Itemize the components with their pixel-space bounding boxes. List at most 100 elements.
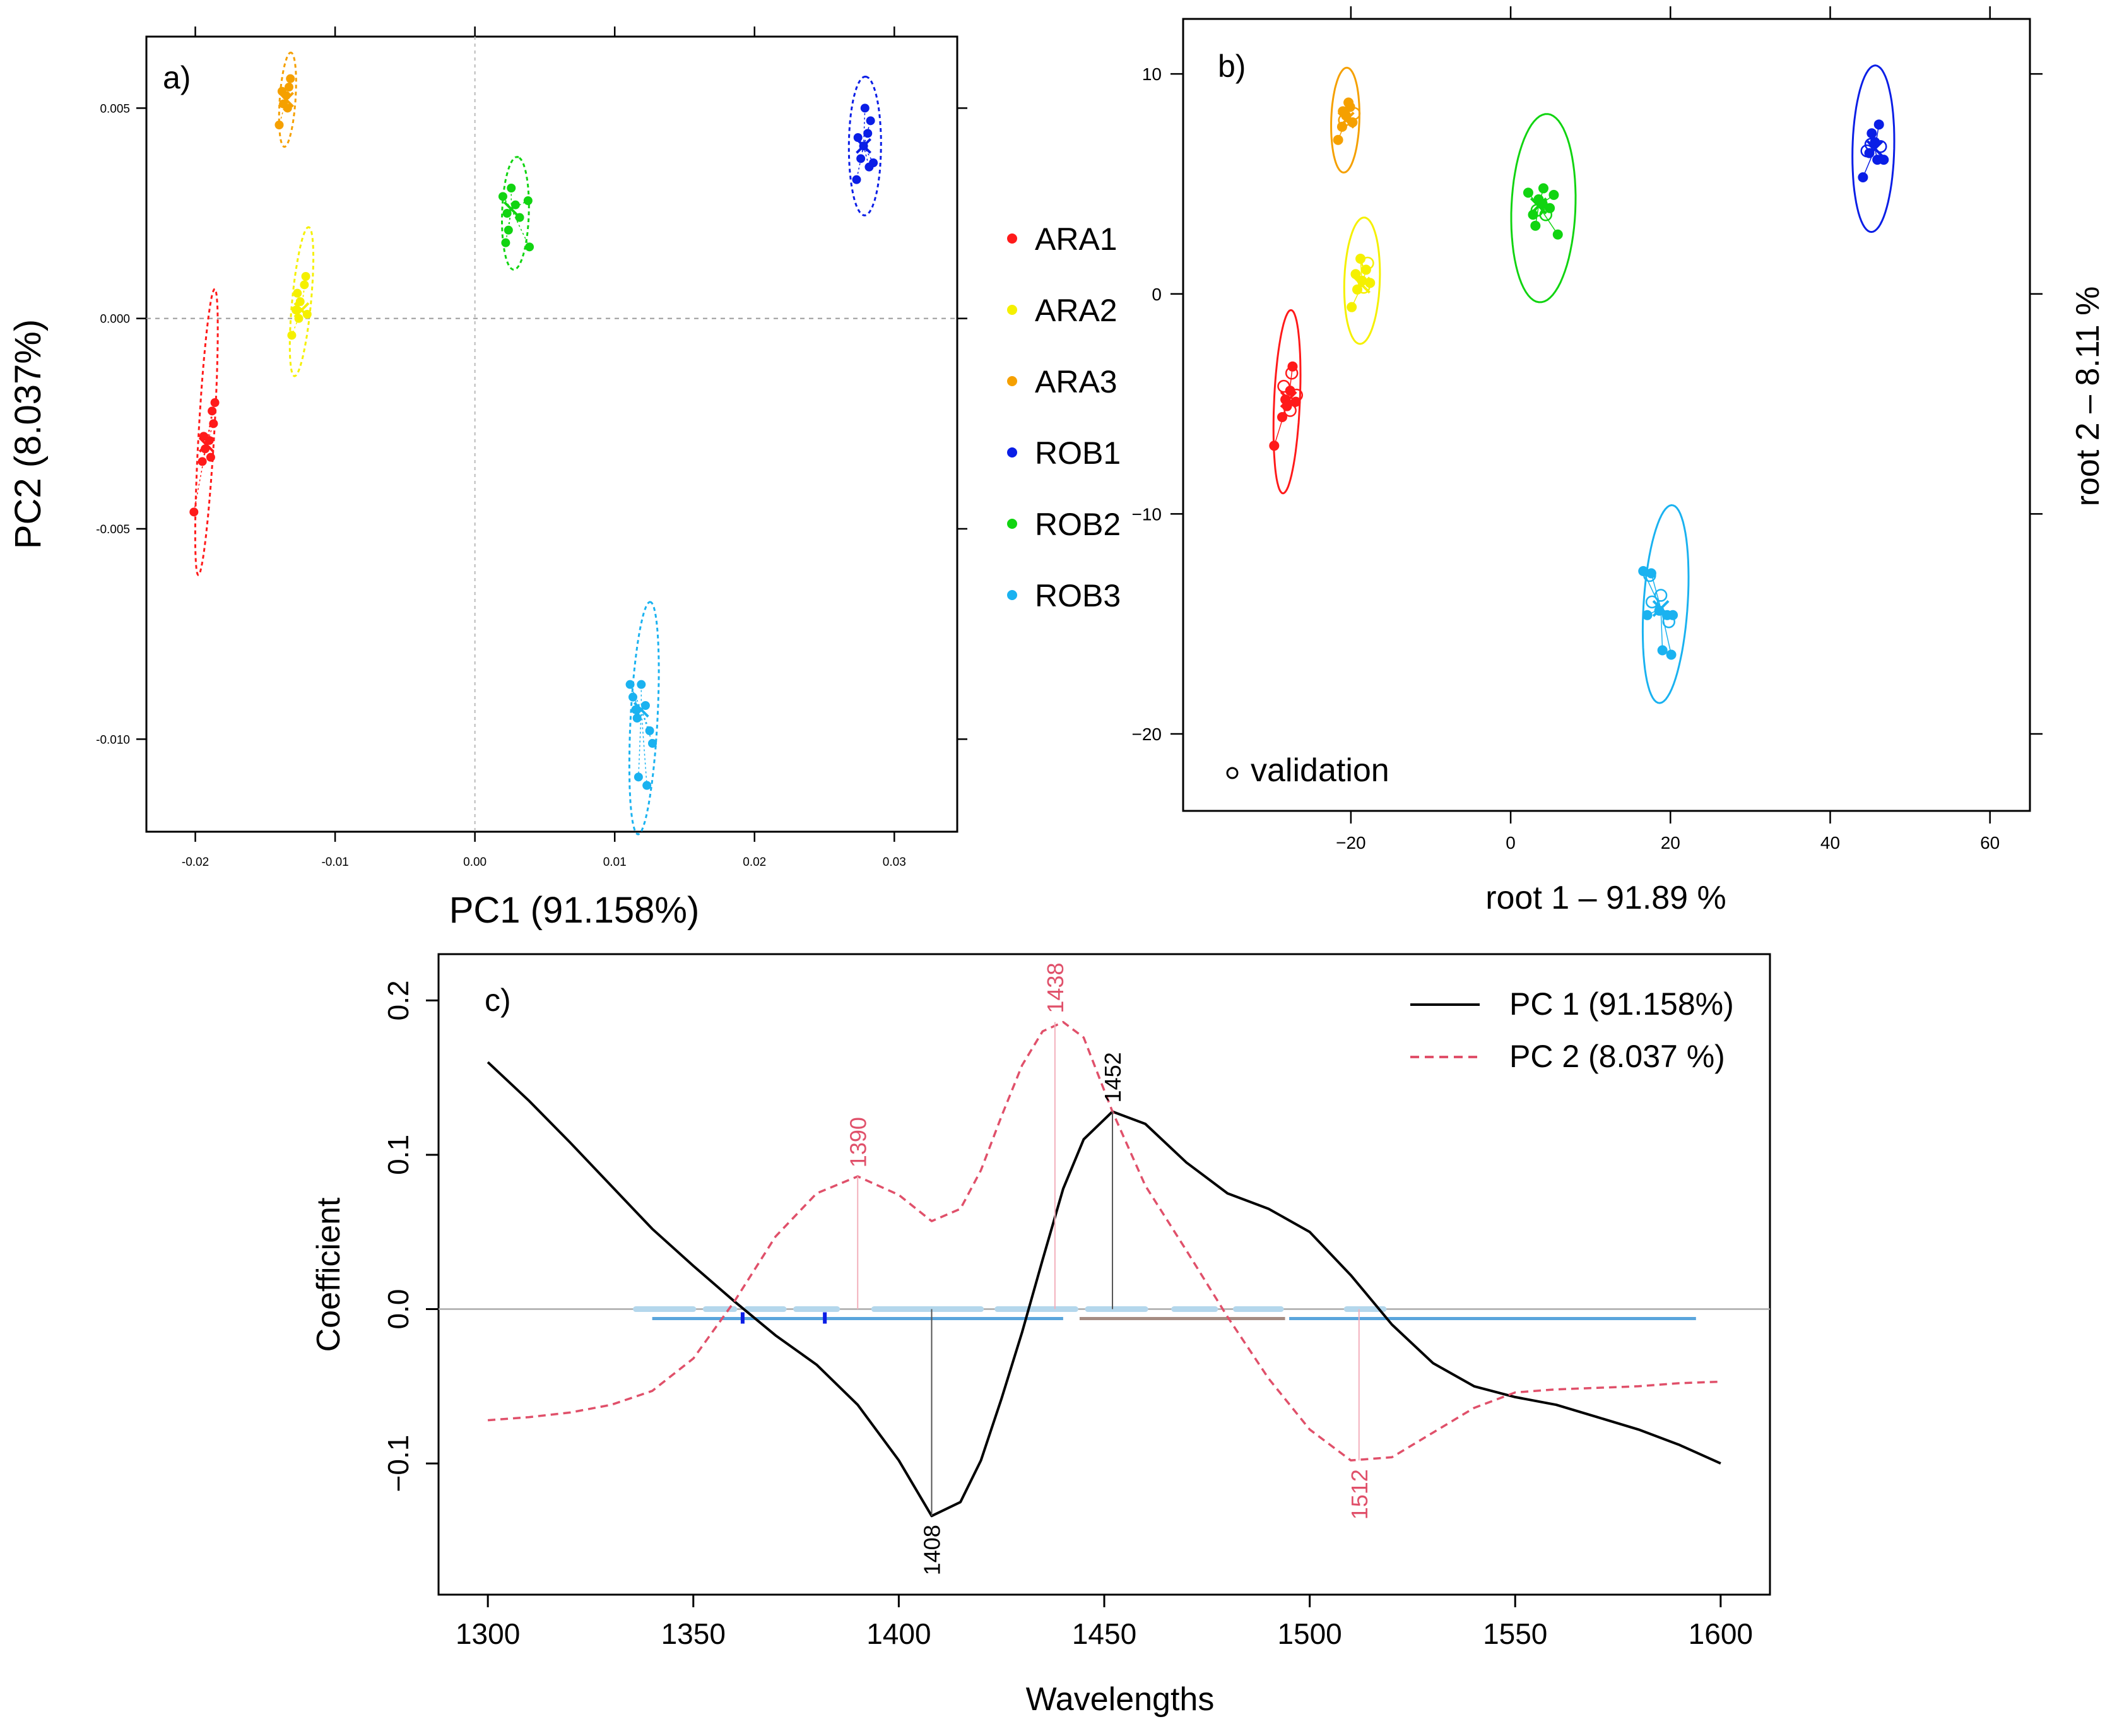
data-point-rob3 bbox=[1638, 566, 1649, 577]
x-tick-label: 1600 bbox=[1689, 1617, 1753, 1650]
panel-c-label: c) bbox=[485, 983, 511, 1018]
peak-label-1452: 1452 bbox=[1100, 1052, 1126, 1102]
data-point-rob1 bbox=[1872, 155, 1883, 165]
panel-a-points bbox=[189, 74, 878, 790]
confidence-ellipse-ara2 bbox=[1343, 216, 1381, 345]
pc2-loading-line bbox=[487, 1020, 1721, 1461]
data-point-rob2 bbox=[1530, 220, 1541, 231]
data-point-ara2 bbox=[293, 288, 302, 298]
validation-point-ara3 bbox=[1347, 107, 1361, 121]
legend-marker-rob2 bbox=[1007, 519, 1017, 529]
panel-c-loadings: 1300 1350 1400 1450 1500 1550 1600 −0.1 0.0 0.1 0.… bbox=[310, 953, 1771, 1718]
centroid-marker-rob1 bbox=[1866, 140, 1884, 158]
data-point-rob3 bbox=[1657, 645, 1668, 656]
data-point-rob2 bbox=[1552, 229, 1563, 240]
data-point-ara1 bbox=[1269, 440, 1280, 451]
y-tick-label: -0.010 bbox=[96, 733, 130, 747]
data-point-rob3 bbox=[1666, 649, 1677, 660]
panel-b-scatter: −20 0 20 40 60 −20 −10 0 10 b) validation root 1… bbox=[1132, 6, 2106, 916]
validation-point-ara1 bbox=[1285, 367, 1299, 380]
validation-point-ara3 bbox=[1338, 114, 1351, 127]
data-point-ara1 bbox=[209, 419, 218, 428]
data-point-rob1 bbox=[864, 162, 874, 172]
legend-label-rob3: ROB3 bbox=[1035, 578, 1121, 613]
validation-legend-label: validation bbox=[1251, 752, 1389, 789]
legend-label-rob2: ROB2 bbox=[1035, 507, 1121, 542]
centroid-marker-ara2 bbox=[1353, 276, 1371, 294]
centroid-spoke-ara2 bbox=[301, 276, 307, 310]
validation-point-rob3 bbox=[1645, 595, 1659, 609]
peak-label-1408: 1408 bbox=[919, 1525, 945, 1575]
data-point-ara1 bbox=[189, 507, 199, 517]
peak-label-1512: 1512 bbox=[1347, 1469, 1372, 1520]
centroid-spoke-ara1 bbox=[206, 402, 216, 445]
validation-point-ara2 bbox=[1357, 281, 1371, 294]
data-point-rob2 bbox=[498, 192, 507, 201]
y-tick-label: 0 bbox=[1152, 285, 1162, 304]
validation-point-rob3 bbox=[1662, 615, 1676, 629]
x-tick-label: 60 bbox=[1980, 833, 2000, 853]
centroid-spoke-rob3 bbox=[1660, 608, 1663, 651]
panel-a-ellipses bbox=[194, 51, 882, 836]
data-point-rob3 bbox=[648, 739, 658, 748]
confidence-ellipse-rob1 bbox=[1851, 64, 1896, 233]
legend-marker-ara2 bbox=[1007, 305, 1017, 315]
legend-label-pc1: PC 1 (91.158%) bbox=[1509, 986, 1734, 1022]
y-tick-label: −20 bbox=[1132, 724, 1162, 744]
panel-c-peak-labels: 1390 1438 1452 1408 1512 bbox=[845, 963, 1372, 1576]
panel-b-x-axis-label: root 1 – 91.89 % bbox=[1485, 880, 1726, 916]
data-point-rob1 bbox=[860, 103, 870, 113]
data-point-ara2 bbox=[1347, 302, 1357, 312]
validation-point-rob3 bbox=[1643, 569, 1656, 582]
data-point-ara2 bbox=[300, 280, 309, 290]
panel-b-points bbox=[1269, 97, 1889, 660]
data-point-rob3 bbox=[637, 680, 646, 689]
x-tick-label: 20 bbox=[1661, 833, 1680, 853]
validation-point-rob3 bbox=[1654, 589, 1668, 602]
centroid-marker-ara2 bbox=[293, 302, 310, 318]
data-point-ara3 bbox=[284, 83, 293, 92]
legend-label-ara2: ARA2 bbox=[1035, 293, 1117, 328]
centroid-spoke-rob3 bbox=[640, 709, 647, 786]
data-point-ara3 bbox=[274, 121, 284, 129]
data-point-rob3 bbox=[1642, 610, 1653, 620]
y-tick-label: 0.005 bbox=[100, 102, 130, 115]
data-point-rob2 bbox=[501, 238, 510, 247]
confidence-ellipse-ara2 bbox=[288, 226, 315, 377]
centroid-spoke-rob2 bbox=[505, 209, 512, 243]
confidence-ellipse-ara1 bbox=[1272, 309, 1302, 495]
confidence-ellipse-rob1 bbox=[847, 75, 882, 216]
data-point-rob3 bbox=[645, 726, 654, 735]
data-point-rob2 bbox=[507, 184, 516, 192]
baseline-marker bbox=[823, 1312, 827, 1324]
data-point-rob3 bbox=[1668, 610, 1678, 620]
y-tick-label: −10 bbox=[1132, 504, 1162, 524]
baseline-marker bbox=[740, 1312, 745, 1324]
legend-marker-ara1 bbox=[1007, 233, 1017, 244]
panel-b-y-axis-label: root 2 – 8.11 % bbox=[2070, 286, 2106, 507]
y-tick-label: -0.005 bbox=[96, 523, 130, 536]
panel-a-label: a) bbox=[163, 60, 191, 95]
data-point-ara3 bbox=[286, 74, 295, 83]
panel-b-ellipses bbox=[1272, 64, 1896, 704]
legend-label-ara1: ARA1 bbox=[1035, 221, 1117, 257]
data-point-ara3 bbox=[1333, 134, 1343, 145]
data-point-rob2 bbox=[1538, 183, 1548, 194]
centroid-marker-rob1 bbox=[856, 138, 871, 154]
panel-a-reference-lines bbox=[146, 37, 957, 832]
validation-point-rob2 bbox=[1539, 208, 1553, 221]
data-point-rob3 bbox=[634, 772, 643, 782]
centroid-marker-rob2 bbox=[503, 201, 519, 217]
pc1-loading-line bbox=[486, 1061, 1721, 1518]
validation-point-ara1 bbox=[1283, 404, 1297, 417]
y-tick-label: 10 bbox=[1142, 64, 1162, 84]
data-point-rob1 bbox=[853, 133, 863, 142]
centroid-spoke-ara1 bbox=[1288, 366, 1294, 400]
confidence-ellipse-rob3 bbox=[1641, 504, 1690, 704]
validation-point-ara1 bbox=[1277, 379, 1290, 393]
data-point-rob2 bbox=[1548, 189, 1559, 200]
x-tick-label: -0.01 bbox=[321, 856, 348, 869]
confidence-ellipse-ara3 bbox=[1330, 66, 1360, 174]
data-point-rob3 bbox=[625, 680, 635, 689]
